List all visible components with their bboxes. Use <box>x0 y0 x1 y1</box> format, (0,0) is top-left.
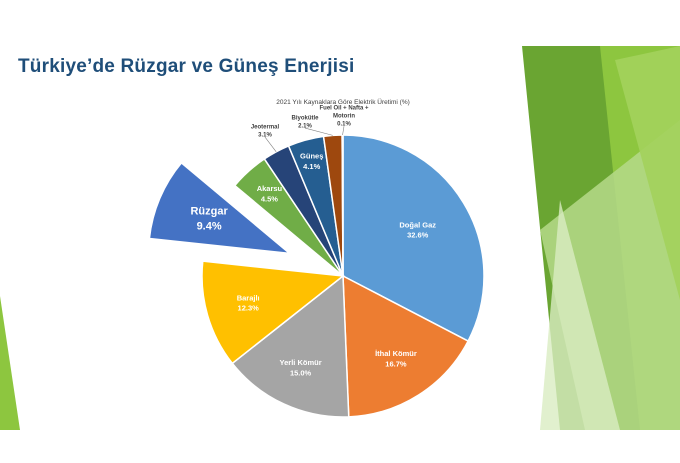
pie-label-fuel-oil-nafta-motorin-value: 0.1% <box>337 122 351 128</box>
deco-green-accent <box>615 46 680 300</box>
leader-line-jeotermal <box>264 136 277 153</box>
leader-line-biyokutle <box>304 127 333 136</box>
pie-label-dogal-gaz-name: Doğal Gaz <box>399 221 436 230</box>
pie-slice-ithal-komur <box>342 274 470 418</box>
pie-label-ruzgar-value: 9.4% <box>197 221 222 233</box>
pie-label-fuel-oil-nafta-motorin-name: Fuel Oil + Nafta + <box>319 105 369 111</box>
deco-green-pale <box>540 200 620 430</box>
pie-label-jeotermal-value: 3.1% <box>258 133 272 139</box>
pie-slice-ruzgar <box>148 161 292 255</box>
pie-label-biyokutle-name: Biyokütle <box>291 116 319 122</box>
pie-label-ithal-komur-name: İthal Kömür <box>375 349 417 358</box>
pie-chart <box>148 134 485 418</box>
leader-line-fuel-oil-nafta-motorin <box>342 126 345 136</box>
pie-label-dogal-gaz-value: 32.6% <box>407 231 429 240</box>
pie-label-akarsu-value: 4.5% <box>261 194 278 203</box>
pie-label-ruzgar-name: Rüzgar <box>190 206 228 218</box>
pie-slice-fuel-oil-nafta-motorin <box>341 134 344 277</box>
pie-label-biyokutle-value: 2.1% <box>298 124 312 130</box>
deco-bottom-bar <box>0 430 680 463</box>
deco-green-left <box>0 296 20 430</box>
page-title: Türkiye’de Rüzgar ve Güneş Enerjisi <box>18 56 355 77</box>
pie-label-gunes-name: Güneş <box>300 152 323 161</box>
pie-label-jeotermal-name: Jeotermal <box>251 125 280 131</box>
chart-title: 2021 Yılı Kaynaklara Göre Elektrik Üreti… <box>276 98 410 106</box>
pie-label-barajli-name: Barajlı <box>237 293 260 302</box>
pie-slice-barajli <box>201 260 345 365</box>
pie-label-yerli-komur-name: Yerli Kömür <box>280 358 322 367</box>
pie-label-fuel-oil-nafta-motorin-name: Motorin <box>333 114 355 120</box>
decoration <box>0 46 680 463</box>
pie-label-gunes-value: 4.1% <box>303 162 320 171</box>
pie-label-yerli-komur-value: 15.0% <box>290 368 312 377</box>
pie-slice-yerli-komur <box>231 274 350 418</box>
pie-label-barajli-value: 12.3% <box>238 303 260 312</box>
pie-label-akarsu-name: Akarsu <box>257 184 283 193</box>
pie-slice-dogal-gaz <box>342 134 485 343</box>
pie-label-ithal-komur-value: 16.7% <box>385 359 407 368</box>
